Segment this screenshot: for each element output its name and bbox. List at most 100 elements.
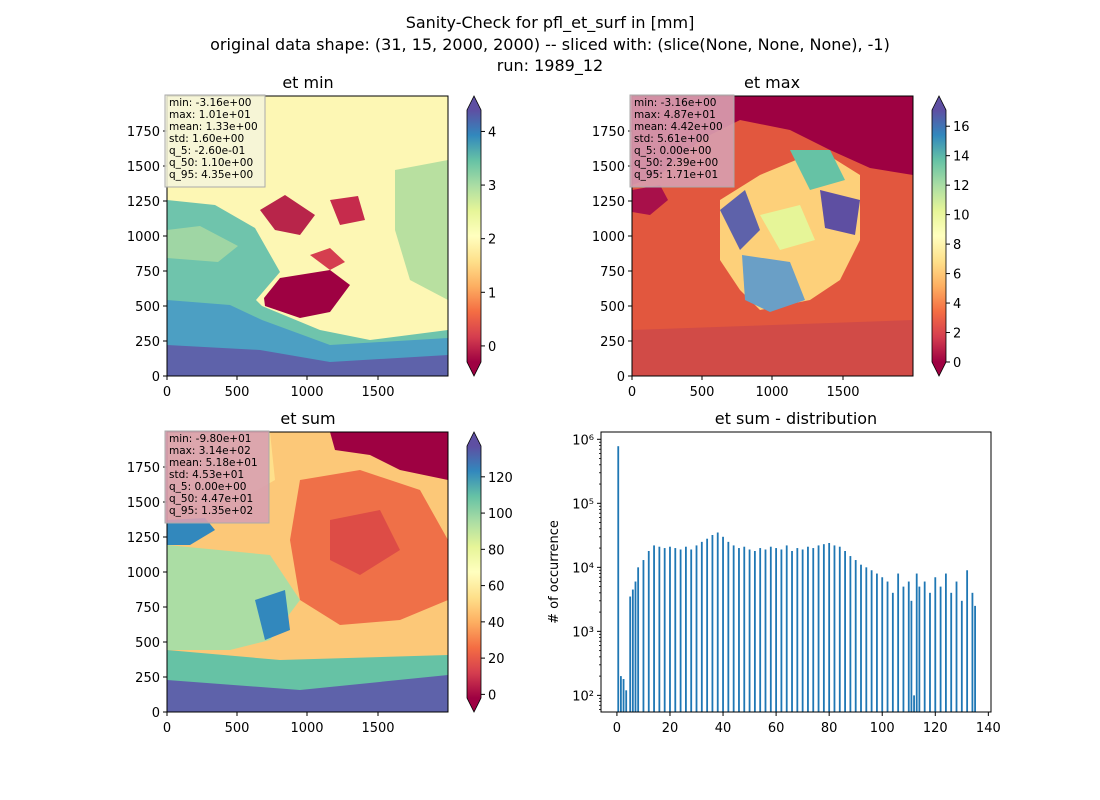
histogram-bar [695,545,698,712]
x-tick-label: 100 [870,721,895,736]
histogram-bar [622,679,625,712]
x-tick-label: 40 [715,721,732,736]
histogram-bar [870,570,873,712]
y-tick-label: 1750 [592,125,625,140]
stat-max: max: 4.87e+01 [634,109,716,121]
heatmap-et-min [167,96,448,376]
colorbar-tick-label: 3 [488,179,496,194]
y-tick-label: 500 [135,300,160,315]
colorbar-tick-label: 40 [488,616,505,631]
colorbar-tick-label: 100 [488,507,513,522]
histogram-bar [971,592,974,712]
colorbar-tick-label: 0 [488,688,496,703]
panel-title: et max [744,73,800,92]
y-tick-label: 1250 [127,531,160,546]
histogram-bar [711,534,714,712]
histogram-bar [854,560,857,712]
stat-mean: mean: 4.42e+00 [634,121,723,133]
colorbar-tick-label: 6 [953,268,961,283]
y-tick-label: 1000 [592,230,625,245]
y-tick-label: 500 [600,300,625,315]
histogram-bar [706,538,709,712]
stat-q5: q_5: 0.00e+00 [169,481,246,493]
colorbar-tick-label: 2 [488,233,496,248]
figure-title-line-2: original data shape: (31, 15, 2000, 2000… [210,35,890,54]
histogram-bar [817,545,820,712]
panel-et-sum: et sum 0 500 1000 1500 0 250 500 750 100… [127,409,513,736]
y-tick-label: 250 [135,335,160,350]
histogram-bar [950,592,953,712]
histogram-bar [727,541,730,712]
y-axis-label: # of occurrence [547,520,562,624]
x-ticks: 0 500 1000 1500 [163,712,395,736]
stat-q5: q_5: -2.60e-01 [169,145,245,157]
histogram-bar [828,542,831,712]
histogram-bar [791,550,793,712]
histogram-bar [796,548,799,712]
y-tick-label: 1000 [127,230,160,245]
histogram-bar [939,586,942,712]
histogram-bar [944,573,947,712]
histogram-bar [838,546,841,712]
histogram-bar [642,560,645,712]
stat-q50: q_50: 4.47e+01 [169,493,253,505]
x-tick-label: 120 [923,721,948,736]
y-tick-label: 1750 [127,125,160,140]
y-tick-label: 0 [152,370,160,385]
histogram-bar [674,548,677,712]
colorbar-tick-label: 12 [953,179,970,194]
x-tick-label: 1000 [755,385,788,400]
histogram-bar [653,545,655,712]
histogram-bar [915,573,918,712]
stat-q95: q_95: 1.35e+02 [169,505,253,517]
histogram-bar [629,596,632,712]
stat-std: std: 4.53e+01 [169,469,244,481]
y-tick-label: 0 [617,370,625,385]
histogram-bar [807,546,809,712]
stat-min: min: -9.80e+01 [169,433,251,445]
y-tick-label: 1500 [127,160,160,175]
figure-title-line-3: run: 1989_12 [497,56,603,76]
stat-max: max: 1.01e+01 [169,109,251,121]
y-tick-label: 250 [135,671,160,686]
stat-std: std: 1.60e+00 [169,133,244,145]
y-tick-label: 1500 [127,496,160,511]
stats-box: min: -3.16e+00 max: 1.01e+01 mean: 1.33e… [164,94,266,188]
x-tick-label: 0 [163,385,171,400]
panel-et-max: et max 0 500 1000 1500 0 250 500 750 100… [592,73,970,400]
panel-et-sum-distribution: et sum - distribution 0 20 40 60 80 100 120 140… [547,409,1001,736]
y-tick-label: 0 [152,706,160,721]
x-tick-label: 60 [768,721,785,736]
x-tick-label: 500 [690,385,715,400]
histogram-bar [738,548,740,712]
histogram-bar [700,541,703,712]
y-ticks: 0 250 500 750 1000 1250 1500 1750 [127,125,167,385]
stat-q50: q_50: 1.10e+00 [169,157,253,169]
panel-et-min: et min 0 500 1000 1500 0 250 500 750 100… [127,73,496,400]
y-tick-label: 10⁵ [572,497,594,512]
histogram-bar [955,581,958,712]
x-tick-label: 140 [976,721,1001,736]
stat-std: std: 5.61e+00 [634,133,709,145]
colorbar-tick-label: 20 [488,652,505,667]
histogram-bar [849,556,852,712]
histogram-bar [658,546,661,712]
stats-box: min: -9.80e+01 max: 3.14e+02 mean: 5.18e… [164,430,270,524]
x-tick-label: 0 [613,721,621,736]
x-tick-label: 0 [628,385,636,400]
stat-mean: mean: 5.18e+01 [169,457,258,469]
x-tick-label: 1500 [361,721,394,736]
x-tick-label: 80 [821,721,838,736]
axes-frame [600,431,992,713]
histogram-bar [897,573,900,712]
y-ticks: 0 250 500 750 1000 1250 1500 1750 [592,125,632,385]
stats-box: min: -3.16e+00 max: 4.87e+01 mean: 4.42e… [629,94,735,188]
stat-q5: q_5: 0.00e+00 [634,145,711,157]
histogram-bar [759,548,762,712]
histogram-bar [822,544,825,712]
histogram-bar [844,550,846,712]
histogram-bar [780,549,783,712]
histogram-bar [785,545,788,712]
colorbar-tick-label: 10 [953,209,970,224]
colorbar: 0 2 4 6 8 10 12 14 16 [931,95,970,377]
